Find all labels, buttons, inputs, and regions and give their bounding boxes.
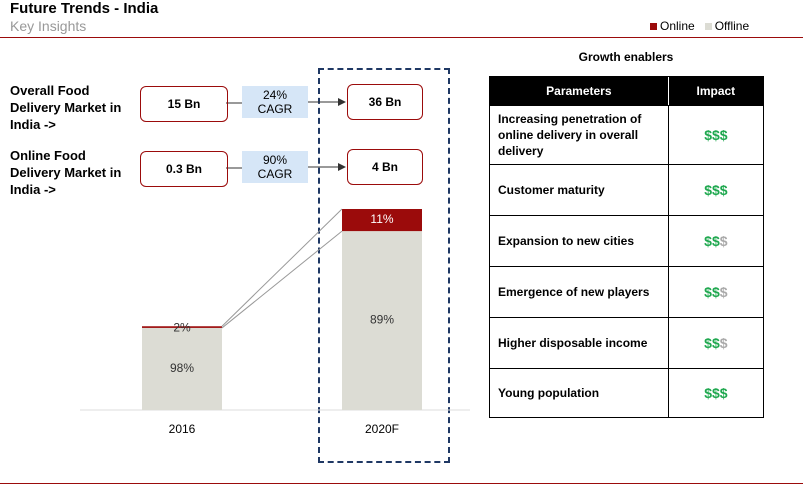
table: Parameters Impact Increasing penetration o… [489, 76, 764, 418]
parameter-cell: Expansion to new cities [498, 234, 635, 248]
x-tick-label: 2016 [169, 422, 196, 436]
parameter-cell: Emergence of new players [498, 285, 650, 299]
table-row: Increasing penetration of online deliver… [490, 105, 763, 164]
parameter-cell: Young population [498, 386, 600, 400]
slide-title: Future Trends - India [10, 0, 159, 17]
impact-cell: $$$ [667, 369, 763, 417]
header-rule [0, 37, 803, 38]
table-row: Customer maturity $$$ [490, 164, 763, 215]
slide-subtitle: Key Insights [10, 18, 87, 34]
column-header: Impact [667, 77, 763, 105]
impact-grey: $ [719, 335, 728, 351]
connector [221, 230, 343, 329]
legend-item: Offline [704, 19, 750, 33]
impact-cell: $$$ [667, 216, 763, 266]
impact-green: $$ [704, 233, 720, 249]
end-box: 36 Bn [347, 84, 423, 120]
impact-cell: $$$ [667, 267, 763, 317]
value-label: 98% [170, 361, 194, 375]
legend-label: Offline [714, 19, 750, 33]
value-label: 2% [173, 320, 191, 334]
growth-box: 24% CAGR [242, 86, 308, 118]
legend: Online Offline [650, 19, 749, 33]
impact-cell: $$$ [667, 318, 763, 368]
legend-item: Online [650, 19, 695, 33]
connector [221, 208, 343, 327]
impact-grey: $ [719, 284, 728, 300]
bar-segment [142, 327, 222, 410]
impact-grey: $ [719, 233, 728, 249]
table-title: Growth enablers [578, 50, 674, 64]
footer-rule [0, 483, 803, 484]
table-row: Young population $$$ [490, 368, 763, 417]
table-row: Higher disposable income $$ $ [490, 317, 763, 368]
market-label: Overall Food Delivery Market in India -> [10, 83, 122, 132]
impact-cell: $$$ [667, 106, 763, 164]
bar-segment [142, 326, 222, 328]
impact-green: $$ [704, 335, 720, 351]
highlight-box [318, 68, 450, 463]
table-header: Parameters Impact [490, 77, 763, 105]
impact-cell: $$$ [667, 165, 763, 215]
x-tick-label: 2020F [365, 422, 399, 436]
impact-green: $$$ [704, 385, 728, 401]
start-box: 0.3 Bn [140, 151, 228, 187]
parameter-cell: Higher disposable income [498, 336, 648, 350]
value-label: 89% [370, 313, 394, 327]
impact-green: $$$ [704, 182, 728, 198]
value-label: 11% [370, 212, 393, 226]
column-header: Parameters [546, 84, 612, 98]
impact-green: $$ [704, 284, 720, 300]
start-box: 15 Bn [140, 86, 228, 122]
legend-swatch [650, 22, 657, 30]
bar-segment [342, 231, 422, 410]
table-row: Expansion to new cities $$ $ [490, 215, 763, 266]
table-row: Emergence of new players $$ $ [490, 266, 763, 317]
market-label: Online Food Delivery Market in India -> [10, 148, 122, 197]
bar-segment [342, 209, 422, 232]
impact-green: $$$ [704, 127, 728, 143]
parameter-cell: Customer maturity [498, 183, 605, 197]
parameter-cell: Increasing penetration of online deliver… [498, 112, 642, 158]
legend-label: Online [660, 19, 695, 33]
end-box: 4 Bn [347, 149, 423, 185]
legend-swatch [704, 22, 712, 30]
growth-box: 90% CAGR [242, 151, 308, 183]
